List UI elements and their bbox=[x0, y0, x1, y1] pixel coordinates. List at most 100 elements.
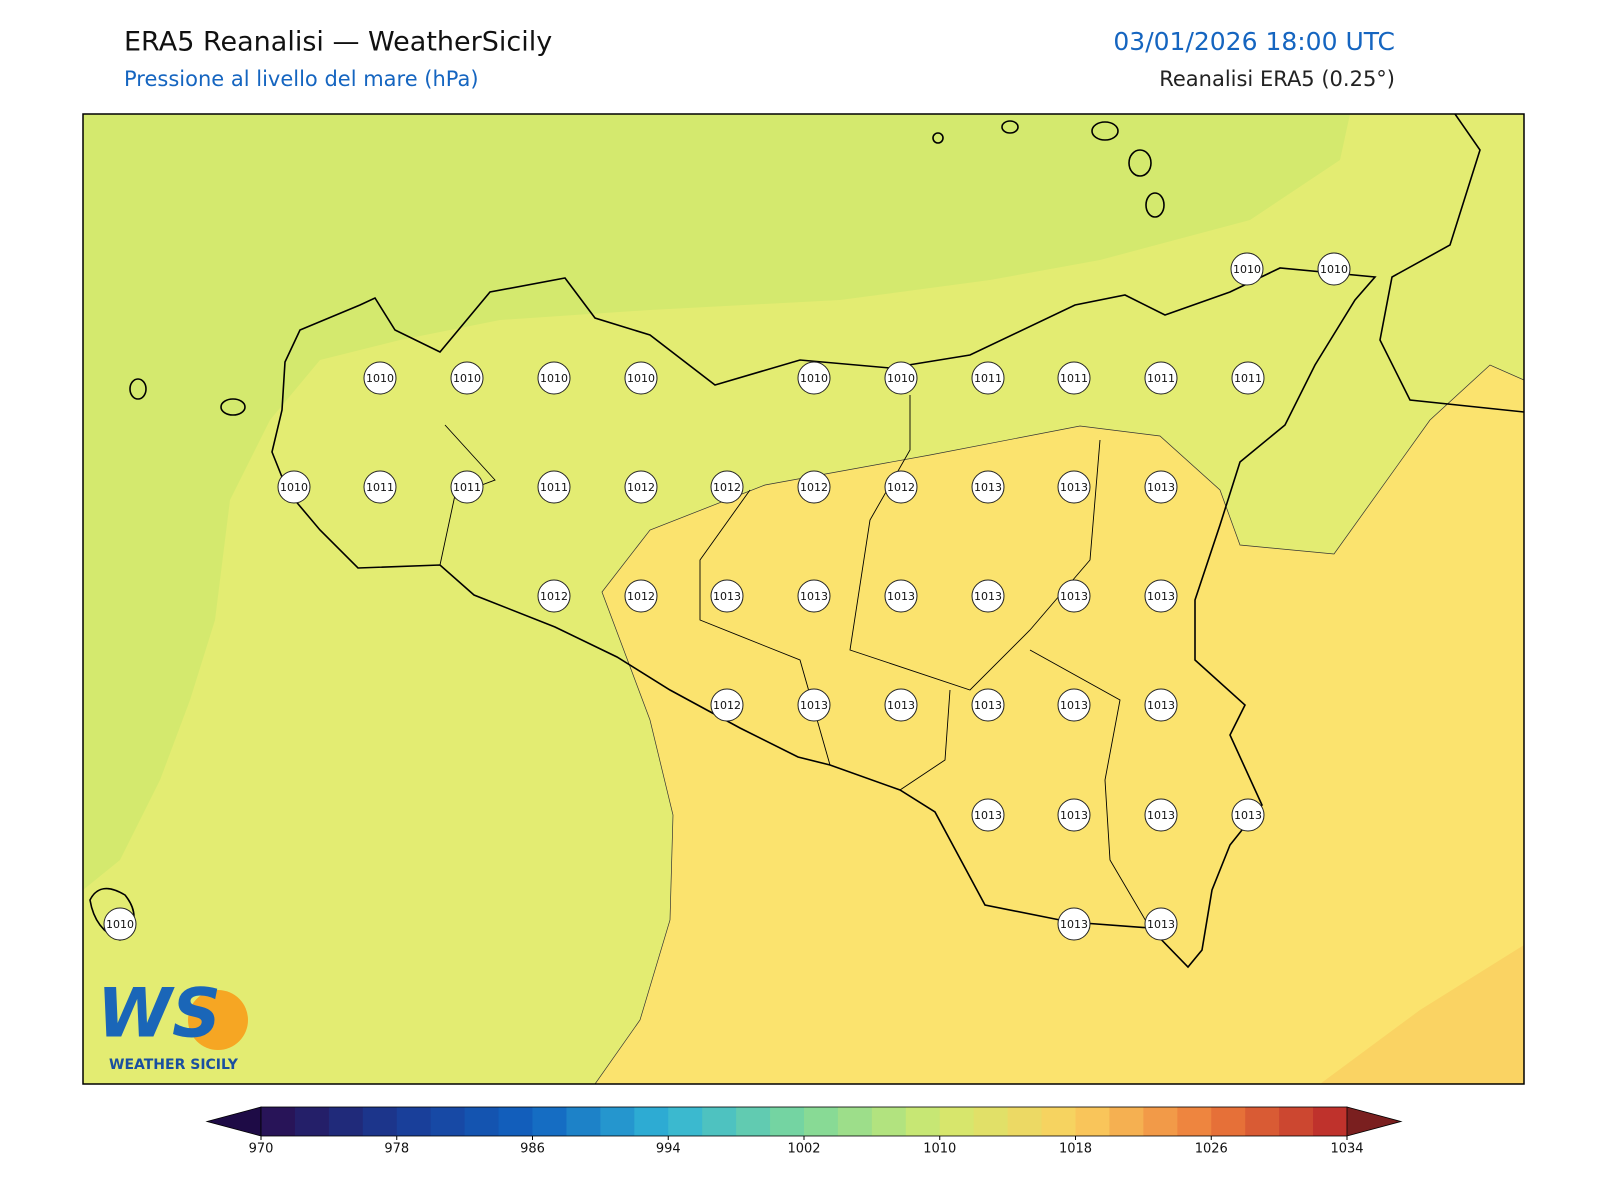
station-marker bbox=[450, 361, 484, 395]
colorbar-bin bbox=[871, 1107, 907, 1136]
colorbar-bin bbox=[566, 1107, 601, 1136]
station-value: 1012 bbox=[713, 699, 741, 712]
station-value: 1012 bbox=[887, 481, 915, 494]
station-marker bbox=[1144, 579, 1178, 613]
station-value: 1011 bbox=[974, 372, 1002, 385]
station-marker bbox=[1057, 907, 1091, 941]
station-value: 1010 bbox=[627, 372, 655, 385]
station-marker bbox=[971, 688, 1005, 722]
map bbox=[83, 114, 1524, 1084]
station-marker bbox=[537, 470, 571, 504]
colorbar-bin bbox=[939, 1107, 975, 1136]
logo-sun bbox=[188, 990, 248, 1050]
station-marker bbox=[971, 470, 1005, 504]
station-value: 1013 bbox=[800, 699, 828, 712]
station-value: 1013 bbox=[1147, 918, 1175, 931]
source: Reanalisi ERA5 (0.25°) bbox=[1159, 67, 1395, 91]
station-marker bbox=[884, 470, 918, 504]
colorbar-over bbox=[1346, 1106, 1403, 1137]
station-value: 1013 bbox=[887, 590, 915, 603]
station-marker bbox=[797, 688, 831, 722]
station-marker bbox=[884, 688, 918, 722]
colorbar-under bbox=[205, 1106, 262, 1137]
station-marker bbox=[797, 361, 831, 395]
colorbar-tick-label: 970 bbox=[249, 1142, 274, 1157]
colorbar-bin bbox=[1279, 1107, 1314, 1136]
station-value: 1010 bbox=[453, 372, 481, 385]
station-value: 1010 bbox=[800, 372, 828, 385]
datetime: 03/01/2026 18:00 UTC bbox=[1113, 27, 1395, 56]
colorbar-tick-label: 994 bbox=[656, 1142, 681, 1157]
station-marker bbox=[450, 470, 484, 504]
station-value: 1011 bbox=[1147, 372, 1175, 385]
title: ERA5 Reanalisi — WeatherSicily bbox=[124, 27, 552, 58]
station-value: 1010 bbox=[540, 372, 568, 385]
station-marker bbox=[797, 579, 831, 613]
colorbar-bin bbox=[973, 1107, 1009, 1136]
station-marker bbox=[1317, 252, 1351, 286]
station-value: 1013 bbox=[1147, 699, 1175, 712]
station-value: 1013 bbox=[1147, 481, 1175, 494]
station-marker bbox=[1057, 798, 1091, 832]
station-value: 1013 bbox=[1060, 590, 1088, 603]
colorbar-bin bbox=[837, 1107, 873, 1136]
station-value: 1011 bbox=[453, 481, 481, 494]
colorbar-bin bbox=[396, 1107, 432, 1136]
station-marker bbox=[1144, 798, 1178, 832]
station-marker bbox=[1231, 798, 1265, 832]
subtitle: Pressione al livello del mare (hPa) bbox=[124, 67, 479, 91]
station-value: 1012 bbox=[540, 590, 568, 603]
station-value: 1010 bbox=[366, 372, 394, 385]
station-value: 1012 bbox=[627, 481, 655, 494]
colorbar-bin bbox=[634, 1107, 669, 1136]
station-value: 1012 bbox=[713, 481, 741, 494]
station-marker bbox=[363, 361, 397, 395]
station-value: 1013 bbox=[974, 699, 1002, 712]
colorbar-bin bbox=[905, 1107, 941, 1136]
station-marker bbox=[1230, 252, 1264, 286]
station-marker bbox=[797, 470, 831, 504]
colorbar-bin bbox=[600, 1107, 635, 1136]
colorbar-bin bbox=[1245, 1107, 1280, 1136]
colorbar-bin bbox=[1075, 1107, 1110, 1136]
station-value: 1010 bbox=[887, 372, 915, 385]
colorbar-tick-label: 1034 bbox=[1330, 1142, 1363, 1157]
station-marker bbox=[710, 579, 744, 613]
field-1014 bbox=[1320, 945, 1524, 1084]
station-value: 1013 bbox=[974, 590, 1002, 603]
station-marker bbox=[1057, 579, 1091, 613]
colorbar-bin bbox=[261, 1107, 296, 1136]
colorbar-bin bbox=[328, 1107, 364, 1136]
station-value: 1013 bbox=[1147, 590, 1175, 603]
station-value: 1012 bbox=[627, 590, 655, 603]
colorbar-bin bbox=[430, 1107, 466, 1136]
colorbar-tick-label: 1010 bbox=[923, 1142, 956, 1157]
station-value: 1013 bbox=[1060, 699, 1088, 712]
station-value: 1013 bbox=[800, 590, 828, 603]
station-value: 1010 bbox=[280, 481, 308, 494]
colorbar-bin bbox=[362, 1107, 398, 1136]
field-1012 bbox=[594, 364, 1524, 1084]
station-marker bbox=[1144, 688, 1178, 722]
station-value: 1010 bbox=[1320, 263, 1348, 276]
station-marker bbox=[710, 470, 744, 504]
colorbar-bin bbox=[1143, 1107, 1178, 1136]
colorbar-bin bbox=[668, 1107, 703, 1136]
station-value: 1013 bbox=[713, 590, 741, 603]
station-marker bbox=[710, 688, 744, 722]
station-value: 1013 bbox=[974, 809, 1002, 822]
station-value: 1011 bbox=[1234, 372, 1262, 385]
colorbar-bin bbox=[736, 1107, 771, 1136]
station-value: 1013 bbox=[887, 699, 915, 712]
station-marker bbox=[1057, 470, 1091, 504]
station-marker bbox=[971, 361, 1005, 395]
station-marker bbox=[1057, 688, 1091, 722]
station-value: 1011 bbox=[540, 481, 568, 494]
station-value: 1010 bbox=[106, 918, 134, 931]
station-marker bbox=[1144, 907, 1178, 941]
colorbar-tick-label: 986 bbox=[520, 1142, 545, 1157]
colorbar-tick-label: 1002 bbox=[787, 1142, 820, 1157]
colorbar-tick-label: 1018 bbox=[1059, 1142, 1092, 1157]
station-value: 1013 bbox=[974, 481, 1002, 494]
